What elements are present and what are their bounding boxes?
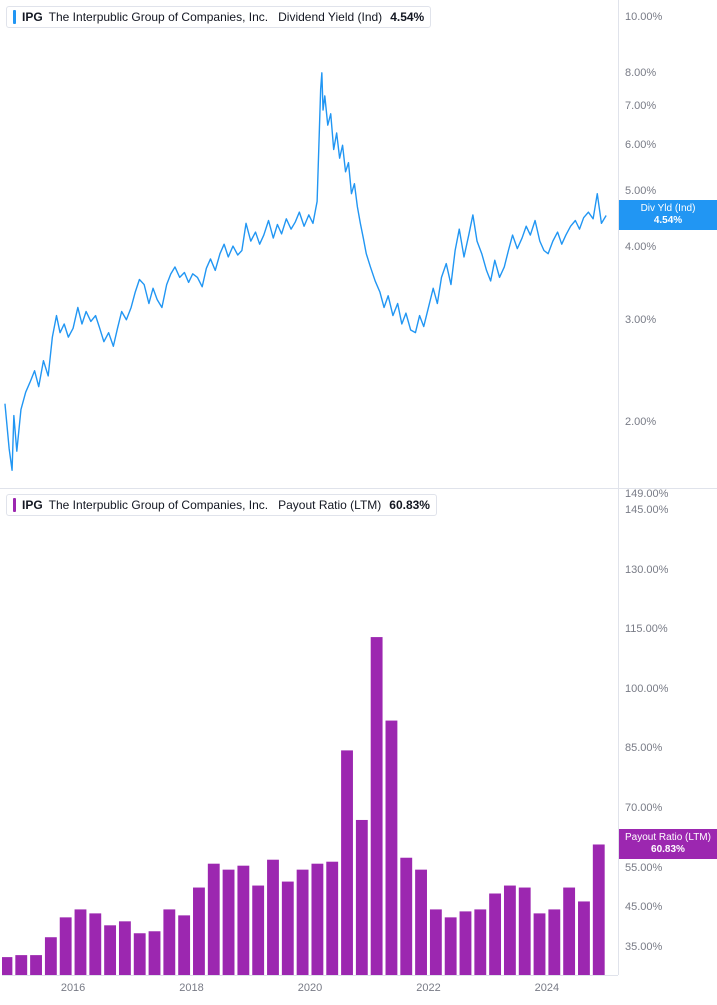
top-y-tick: 8.00%: [625, 67, 656, 79]
bottom-y-tick: 149.00%: [625, 488, 668, 500]
x-tick: 2016: [61, 982, 85, 994]
top-y-tick: 10.00%: [625, 11, 662, 23]
bottom-y-tick: 100.00%: [625, 683, 668, 695]
bottom-y-tick: 55.00%: [625, 862, 662, 874]
bottom-badge-value: 60.83%: [623, 844, 713, 856]
bottom-legend-ticker: IPG: [22, 498, 43, 512]
payout-ratio-panel: IPG The Interpublic Group of Companies, …: [0, 488, 717, 1005]
bottom-plot-area[interactable]: [2, 490, 618, 975]
top-legend-name: The Interpublic Group of Companies, Inc.: [49, 10, 268, 24]
x-tick: 2020: [298, 982, 322, 994]
payout-ratio-bars: [2, 490, 618, 975]
bottom-y-tick: 70.00%: [625, 802, 662, 814]
top-plot-area[interactable]: [2, 2, 618, 486]
top-y-axis: Div Yld (Ind) 4.54% 2.00% 3.00% 4.00% 5.00%…: [618, 0, 716, 488]
top-badge-title: Div Yld (Ind): [623, 203, 713, 215]
x-tick: 2024: [535, 982, 559, 994]
bottom-y-tick: 145.00%: [625, 504, 668, 516]
x-tick: 2022: [416, 982, 440, 994]
top-legend[interactable]: IPG The Interpublic Group of Companies, …: [6, 6, 431, 28]
top-y-tick: 6.00%: [625, 139, 656, 151]
x-tick: 2018: [179, 982, 203, 994]
top-legend-metric: Dividend Yield (Ind): [278, 10, 382, 24]
bottom-y-tick: 130.00%: [625, 564, 668, 576]
bottom-axis-badge: Payout Ratio (LTM) 60.83%: [619, 829, 717, 859]
top-legend-ticker: IPG: [22, 10, 43, 24]
top-badge-value: 4.54%: [623, 215, 713, 227]
top-y-tick: 2.00%: [625, 416, 656, 428]
bottom-y-axis: Payout Ratio (LTM) 60.83% 35.00% 45.00% 55…: [618, 488, 716, 975]
top-legend-swatch: [13, 10, 16, 24]
bottom-legend-value: 60.83%: [389, 498, 430, 512]
x-axis: 2016 2018 2020 2022 2024: [2, 975, 618, 1005]
bottom-y-tick: 115.00%: [625, 623, 668, 635]
top-y-tick: 3.00%: [625, 314, 656, 326]
top-y-tick: 4.00%: [625, 241, 656, 253]
bottom-y-tick: 45.00%: [625, 901, 662, 913]
bottom-badge-title: Payout Ratio (LTM): [623, 832, 713, 844]
bottom-legend-metric: Payout Ratio (LTM): [278, 498, 381, 512]
bottom-legend-swatch: [13, 498, 16, 512]
bottom-y-tick: 85.00%: [625, 742, 662, 754]
top-y-tick: 7.00%: [625, 100, 656, 112]
bottom-legend-name: The Interpublic Group of Companies, Inc.: [49, 498, 268, 512]
bottom-y-tick: 35.00%: [625, 941, 662, 953]
top-y-tick: 5.00%: [625, 185, 656, 197]
dividend-yield-panel: IPG The Interpublic Group of Companies, …: [0, 0, 717, 488]
dividend-yield-line: [2, 2, 618, 486]
top-legend-value: 4.54%: [390, 10, 424, 24]
bottom-legend[interactable]: IPG The Interpublic Group of Companies, …: [6, 494, 437, 516]
top-axis-badge: Div Yld (Ind) 4.54%: [619, 200, 717, 230]
